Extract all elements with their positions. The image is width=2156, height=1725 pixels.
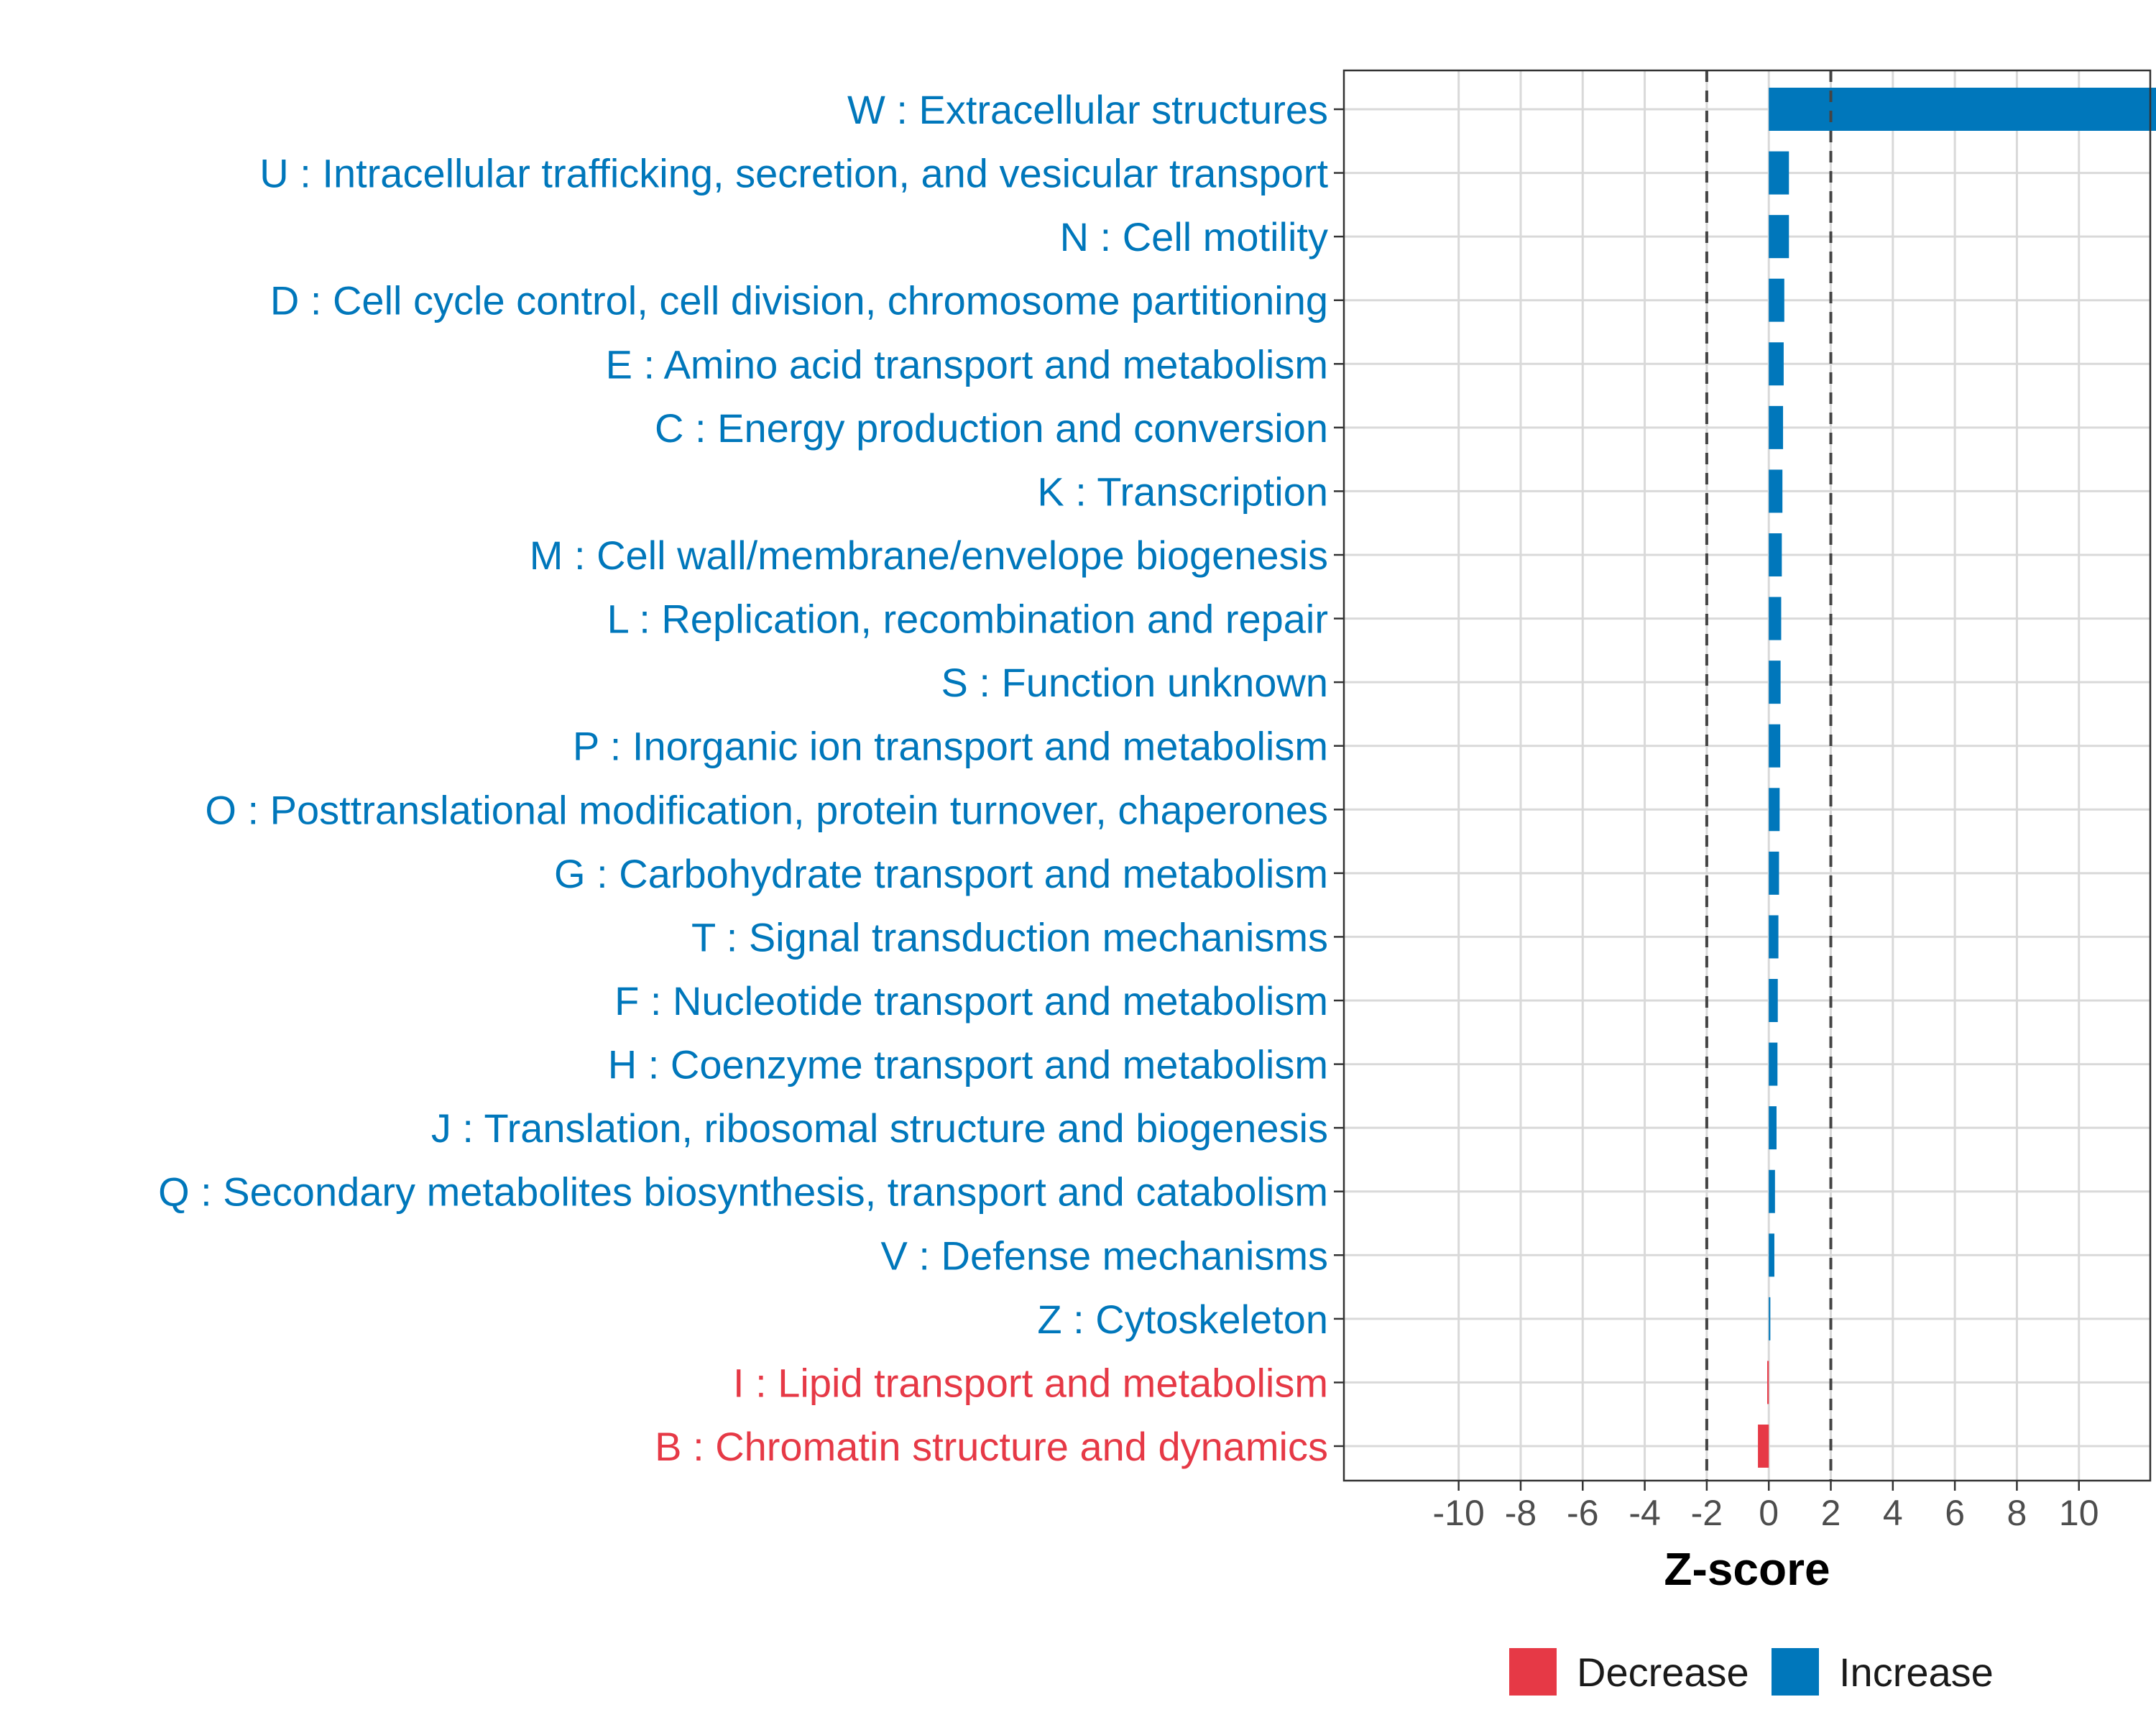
bar-g xyxy=(1769,851,1779,895)
bar-f xyxy=(1769,979,1778,1022)
category-label: W : Extracellular structures xyxy=(847,87,1328,132)
category-label: N : Cell motility xyxy=(1060,214,1328,259)
x-tick-label: 2 xyxy=(1821,1493,1841,1533)
category-label: O : Posttranslational modification, prot… xyxy=(205,787,1328,832)
category-label: D : Cell cycle control, cell division, c… xyxy=(270,278,1328,323)
bar-z xyxy=(1769,1297,1771,1340)
x-tick-label: -6 xyxy=(1567,1493,1598,1533)
bar-t xyxy=(1769,915,1779,959)
bar-e xyxy=(1769,342,1784,386)
x-tick-label: -10 xyxy=(1433,1493,1485,1533)
category-label: Z : Cytoskeleton xyxy=(1037,1297,1328,1342)
threshold-lines xyxy=(1705,70,1833,1481)
x-tick-label: 10 xyxy=(2059,1493,2099,1533)
legend-swatch-increase xyxy=(1772,1648,1819,1696)
y-axis-ticks xyxy=(1334,108,1344,1448)
category-labels: W : Extracellular structures U : Intracel… xyxy=(158,87,1328,1469)
category-label: C : Energy production and conversion xyxy=(655,405,1328,451)
bar-d xyxy=(1769,278,1784,322)
bar-l xyxy=(1769,597,1782,640)
bar-k xyxy=(1769,469,1783,513)
bar-n xyxy=(1769,215,1789,259)
category-label: E : Amino acid transport and metabolism xyxy=(606,341,1328,387)
x-tick-label: -2 xyxy=(1691,1493,1723,1533)
x-tick-label: 6 xyxy=(1945,1493,1965,1533)
bar-v xyxy=(1769,1233,1774,1277)
bar-layer xyxy=(1758,88,2156,1468)
plot-panel-border xyxy=(1342,69,2152,1482)
x-tick-label: -4 xyxy=(1628,1493,1660,1533)
category-label: J : Translation, ribosomal structure and… xyxy=(431,1105,1328,1151)
x-tick-label: 0 xyxy=(1759,1493,1779,1533)
category-label: U : Intracellular trafficking, secretion… xyxy=(259,151,1328,196)
category-label: M : Cell wall/membrane/envelope biogenes… xyxy=(530,533,1328,578)
x-axis-ticks: -10 -8 -6 -4 -2 0 2 4 6 8 10 xyxy=(1433,1481,2099,1533)
category-label: Q : Secondary metabolites biosynthesis, … xyxy=(158,1169,1328,1215)
x-tick-label: 8 xyxy=(2007,1493,2027,1533)
grid-layer xyxy=(1344,70,2150,1481)
category-label: B : Chromatin structure and dynamics xyxy=(655,1424,1328,1469)
legend-label-decrease: Decrease xyxy=(1577,1650,1749,1695)
bar-p xyxy=(1769,724,1781,768)
category-label: L : Replication, recombination and repai… xyxy=(607,597,1328,642)
category-label: H : Coenzyme transport and metabolism xyxy=(608,1042,1328,1087)
x-tick-label: -8 xyxy=(1505,1493,1537,1533)
category-label: T : Signal transduction mechanisms xyxy=(691,914,1328,960)
category-label: I : Lipid transport and metabolism xyxy=(733,1360,1328,1405)
category-label: F : Nucleotide transport and metabolism xyxy=(614,978,1328,1024)
bar-u xyxy=(1769,151,1789,195)
legend-label-increase: Increase xyxy=(1839,1650,1994,1695)
category-label: G : Carbohydrate transport and metabolis… xyxy=(554,851,1328,896)
bar-b xyxy=(1758,1425,1769,1468)
x-tick-label: 4 xyxy=(1883,1493,1903,1533)
category-label: K : Transcription xyxy=(1037,469,1328,514)
bar-o xyxy=(1769,788,1780,832)
bar-m xyxy=(1769,533,1782,576)
bar-j xyxy=(1769,1106,1777,1150)
legend-swatch-decrease xyxy=(1509,1648,1557,1696)
bar-q xyxy=(1769,1169,1775,1213)
category-label: P : Inorganic ion transport and metaboli… xyxy=(573,724,1328,769)
bar-s xyxy=(1769,661,1781,704)
legend: Decrease Increase xyxy=(1509,1648,1994,1696)
bar-w xyxy=(1769,88,2156,131)
x-axis-title: Z-score xyxy=(1664,1543,1830,1595)
bar-i xyxy=(1767,1361,1769,1404)
bar-c xyxy=(1769,405,1784,449)
category-label: S : Function unknown xyxy=(941,660,1328,705)
bar-h xyxy=(1769,1042,1778,1086)
category-label: V : Defense mechanisms xyxy=(881,1233,1328,1278)
